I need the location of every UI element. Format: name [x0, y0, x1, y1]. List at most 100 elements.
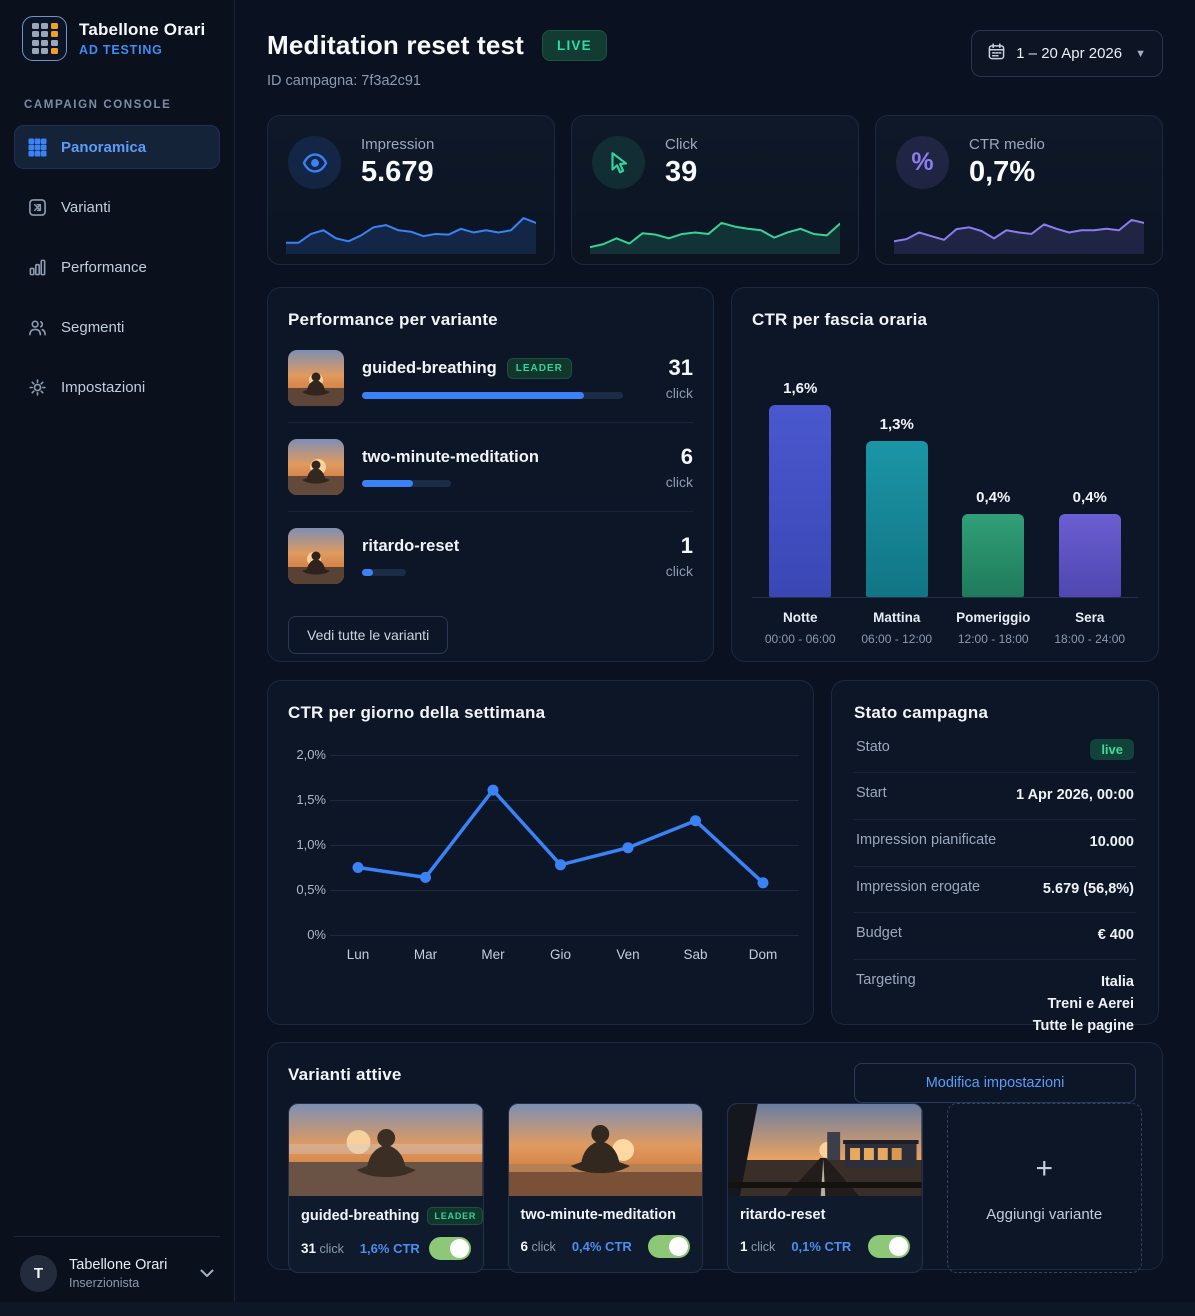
variant-row: two-minute-meditation 6 click — [288, 423, 693, 512]
x-tick-label: Mattina — [873, 610, 921, 625]
stat-value: 39 — [665, 156, 698, 188]
click-count: 31 — [668, 355, 693, 380]
ctr-sparkline — [894, 208, 1144, 254]
stat-cards: Impression 5.679 Click 39 — [267, 115, 1163, 265]
sidebar-item-panoramica[interactable]: Panoramica — [14, 125, 220, 169]
x-tick-label: Gio — [549, 947, 571, 962]
variant-toggle[interactable] — [867, 1235, 910, 1258]
edit-settings-button[interactable]: Modifica impostazioni — [854, 1063, 1136, 1104]
y-tick-label: 0% — [307, 927, 326, 942]
variant-toggle[interactable] — [648, 1235, 690, 1258]
panel-title: Stato campagna — [854, 703, 989, 722]
brand-name: Tabellone Orari — [79, 20, 206, 39]
add-variant-card[interactable]: + Aggiungi variante — [946, 1103, 1142, 1273]
sidebar-item-label: Impostazioni — [61, 378, 146, 396]
stat-value: 5.679 — [361, 156, 434, 188]
variant-performance-panel: Performance per variante guided-breathin… — [267, 287, 714, 662]
grid-icon — [27, 137, 47, 157]
y-tick-label: 2,0% — [296, 747, 326, 762]
x-axis-line — [752, 597, 1138, 598]
x-tick-label: Ven — [616, 947, 640, 962]
see-all-variants-button[interactable]: Vedi tutte le varianti — [288, 616, 449, 654]
bar — [1058, 514, 1121, 597]
ctr-value: 1,6% CTR — [359, 1241, 420, 1256]
click-unit: click — [531, 1240, 556, 1254]
stat-label: Click — [665, 136, 698, 153]
chevron-down-icon: ▼ — [1135, 47, 1146, 60]
status-value: 10.000 — [1089, 833, 1134, 850]
x-tick-label: Pomeriggio — [956, 610, 1031, 625]
status-badge: live — [1090, 739, 1134, 760]
date-range-value: 1 – 20 Apr 2026 — [1016, 45, 1123, 62]
bar — [962, 514, 1025, 597]
avatar: T — [20, 1255, 57, 1292]
timetable-grid-icon — [22, 16, 67, 61]
click-unit: click — [665, 385, 693, 401]
status-value: 1 Apr 2026, 00:00 — [1016, 787, 1134, 803]
x-tick-sublabel: 18:00 - 24:00 — [1054, 632, 1126, 646]
gear-icon — [27, 377, 47, 397]
sidebar: Tabellone Orari AD TESTING CAMPAIGN CONS… — [0, 0, 235, 1316]
status-label: Budget — [856, 925, 902, 942]
click-count: 1 — [740, 1239, 748, 1254]
calendar-icon — [988, 43, 1005, 64]
bar-value-label: 1,6% — [783, 380, 818, 397]
variant-card-ritardo-reset: ritardo-reset 1 click 0,1% CTR — [727, 1103, 923, 1273]
brand-subtitle: AD TESTING — [79, 43, 163, 57]
variant-card-two-minute-meditation: two-minute-meditation 6 click 0,4% CTR — [507, 1103, 703, 1273]
cursor-icon — [592, 136, 645, 189]
date-range-picker[interactable]: 1 – 20 Apr 2026 ▼ — [971, 30, 1163, 77]
bar-chart-icon — [27, 257, 47, 277]
click-count: 31 — [301, 1241, 317, 1256]
bar-value-label: 1,3% — [879, 416, 914, 433]
variant-name: two-minute-meditation — [520, 1207, 676, 1223]
chevron-down-icon — [200, 1265, 214, 1283]
bar-group: 0,4% — [1042, 489, 1139, 597]
click-sparkline — [590, 208, 840, 254]
sidebar-item-varianti[interactable]: Varianti — [14, 185, 220, 229]
user-menu[interactable]: T Tabellone Orari Inserzionista — [14, 1236, 220, 1296]
line-chart: 2,0% 1,5% 1,0% 0,5% 0% — [296, 747, 799, 942]
stat-card-click: Click 39 — [571, 115, 859, 265]
users-icon — [27, 317, 47, 337]
brand: Tabellone Orari AD TESTING — [14, 16, 220, 61]
x-tick-label: Mer — [481, 947, 505, 962]
add-variant-label: Aggiungi variante — [986, 1205, 1103, 1223]
targeting-line: Treni e Aerei — [1047, 995, 1134, 1012]
status-value: Italia Treni e Aerei Tutte le pagine — [1033, 972, 1134, 1037]
progress-fill — [362, 391, 584, 399]
page-title: Meditation reset test — [267, 30, 525, 60]
bar-value-label: 0,4% — [976, 489, 1011, 506]
click-unit: click — [319, 1242, 344, 1256]
ab-variants-icon — [27, 197, 47, 217]
variant-row: guided-breathing LEADER 31 click — [288, 334, 693, 423]
status-label: Stato — [856, 739, 890, 755]
stat-value: 0,7% — [969, 156, 1036, 188]
sidebar-item-segmenti[interactable]: Segmenti — [14, 305, 220, 349]
x-tick-label: Lun — [346, 947, 370, 962]
panel-title: CTR per fascia oraria — [752, 310, 928, 329]
sidebar-item-performance[interactable]: Performance — [14, 245, 220, 289]
ctr-value: 0,1% CTR — [791, 1239, 852, 1254]
click-unit: click — [665, 474, 693, 490]
stat-card-ctr: % CTR medio 0,7% — [875, 115, 1163, 265]
bar — [865, 441, 928, 597]
ctr-value: 0,4% CTR — [571, 1239, 632, 1254]
sidebar-item-label: Segmenti — [61, 318, 125, 336]
click-count: 6 — [520, 1239, 529, 1254]
variant-name: guided-breathing — [301, 1208, 420, 1224]
variant-toggle[interactable] — [428, 1237, 471, 1260]
variant-card-guided-breathing: guided-breathing LEADER 31 click 1,6% CT… — [288, 1103, 484, 1273]
sidebar-item-label: Performance — [61, 258, 147, 276]
status-value: € 400 — [1097, 927, 1134, 944]
variant-thumbnail — [288, 350, 344, 406]
x-tick-sublabel: 06:00 - 12:00 — [861, 632, 933, 646]
live-badge: LIVE — [542, 30, 607, 61]
y-tick-label: 0,5% — [296, 882, 326, 897]
variant-name: ritardo-reset — [740, 1207, 826, 1223]
variant-name: guided-breathing — [362, 358, 497, 377]
bar-value-label: 0,4% — [1072, 489, 1107, 506]
y-tick-label: 1,5% — [296, 792, 326, 807]
sidebar-item-impostazioni[interactable]: Impostazioni — [14, 365, 220, 409]
stat-card-impression: Impression 5.679 — [267, 115, 555, 265]
